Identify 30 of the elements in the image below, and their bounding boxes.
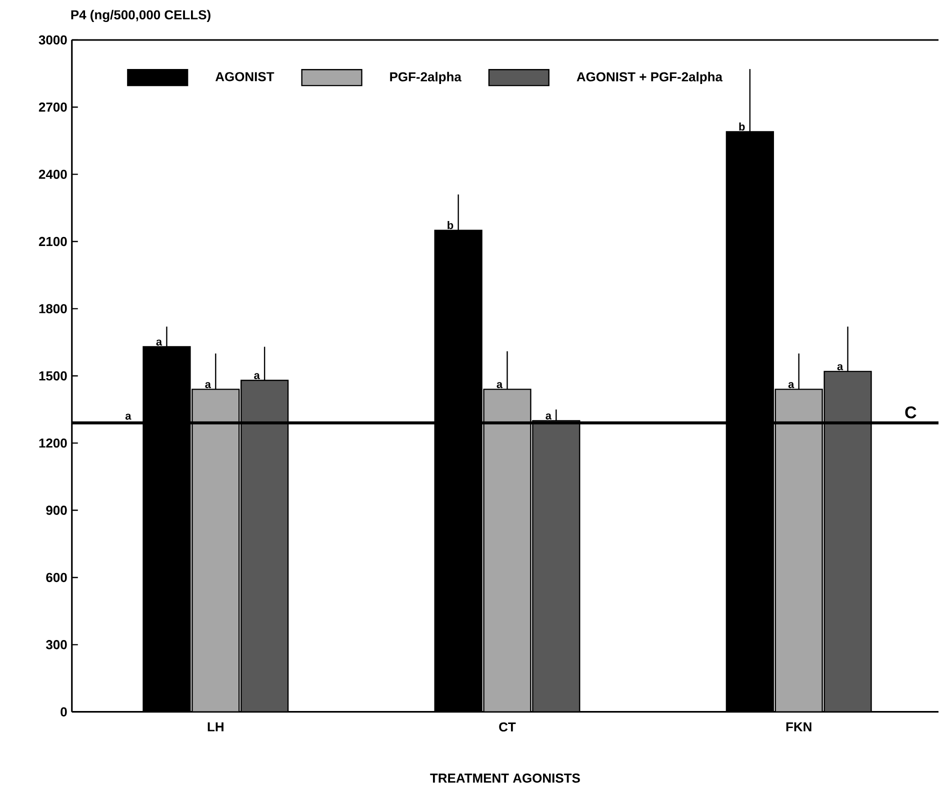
annotation: a — [254, 373, 260, 380]
y-tick-label: 300 — [46, 640, 67, 650]
annotation: a — [156, 340, 162, 346]
y-tick-label: 2700 — [38, 102, 67, 112]
y-tick-label: 3000 — [38, 35, 67, 45]
annotation: a — [546, 413, 552, 420]
x-tick-label: FKN — [786, 722, 812, 732]
y-tick-label: 900 — [46, 506, 67, 515]
ref-line-label: C — [905, 406, 916, 418]
y-tick-label: 2400 — [38, 170, 67, 179]
y-tick-label: 1500 — [39, 371, 67, 380]
annotation: a — [205, 382, 212, 388]
y-tick-label: 1800 — [39, 304, 67, 314]
annotation: a — [788, 382, 794, 388]
annotation: a — [496, 382, 503, 388]
y-tick-label: 0 — [60, 707, 67, 716]
x-tick-label: LH — [208, 722, 224, 732]
y-axis-title: P4 (ng/500,000 CELLS) — [71, 10, 210, 22]
annotation: a — [125, 414, 132, 420]
x-tick-label: CT — [499, 722, 516, 732]
annotation: b — [448, 221, 454, 230]
x-axis-title: TREATMENT AGONISTS — [430, 774, 580, 783]
legend-label: PGF-2alpha — [390, 72, 462, 84]
y-tick-label: 1200 — [39, 438, 67, 448]
annotation: a — [837, 364, 844, 370]
legend-label: AGONIST — [215, 72, 274, 82]
annotation: b — [739, 122, 745, 131]
legend-label: AGONIST + PGF-2alpha — [576, 72, 723, 84]
y-tick-label: 2100 — [38, 236, 67, 246]
y-tick-label: 600 — [46, 572, 67, 582]
